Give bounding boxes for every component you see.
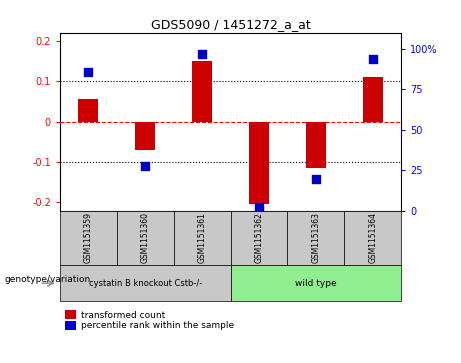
Point — [85, 69, 92, 75]
Text: GSM1151364: GSM1151364 — [368, 212, 377, 263]
Bar — [363, 77, 383, 122]
Text: percentile rank within the sample: percentile rank within the sample — [81, 322, 234, 330]
Text: transformed count: transformed count — [81, 311, 165, 319]
Text: GSM1151361: GSM1151361 — [198, 212, 207, 263]
Text: GSM1151362: GSM1151362 — [254, 212, 263, 263]
Text: GSM1151359: GSM1151359 — [84, 212, 93, 263]
Text: genotype/variation: genotype/variation — [5, 275, 91, 284]
Bar — [306, 122, 326, 168]
Text: GSM1151360: GSM1151360 — [141, 212, 150, 263]
Point — [369, 56, 376, 62]
Point — [255, 204, 263, 210]
Title: GDS5090 / 1451272_a_at: GDS5090 / 1451272_a_at — [151, 19, 310, 32]
Point — [312, 176, 319, 182]
Point — [142, 163, 149, 169]
Text: GSM1151363: GSM1151363 — [311, 212, 320, 263]
Bar — [135, 122, 155, 150]
Bar — [192, 61, 212, 122]
Bar — [249, 122, 269, 204]
Text: cystatin B knockout Cstb-/-: cystatin B knockout Cstb-/- — [89, 279, 202, 287]
Bar — [78, 99, 98, 122]
Text: wild type: wild type — [295, 279, 337, 287]
Point — [198, 51, 206, 57]
